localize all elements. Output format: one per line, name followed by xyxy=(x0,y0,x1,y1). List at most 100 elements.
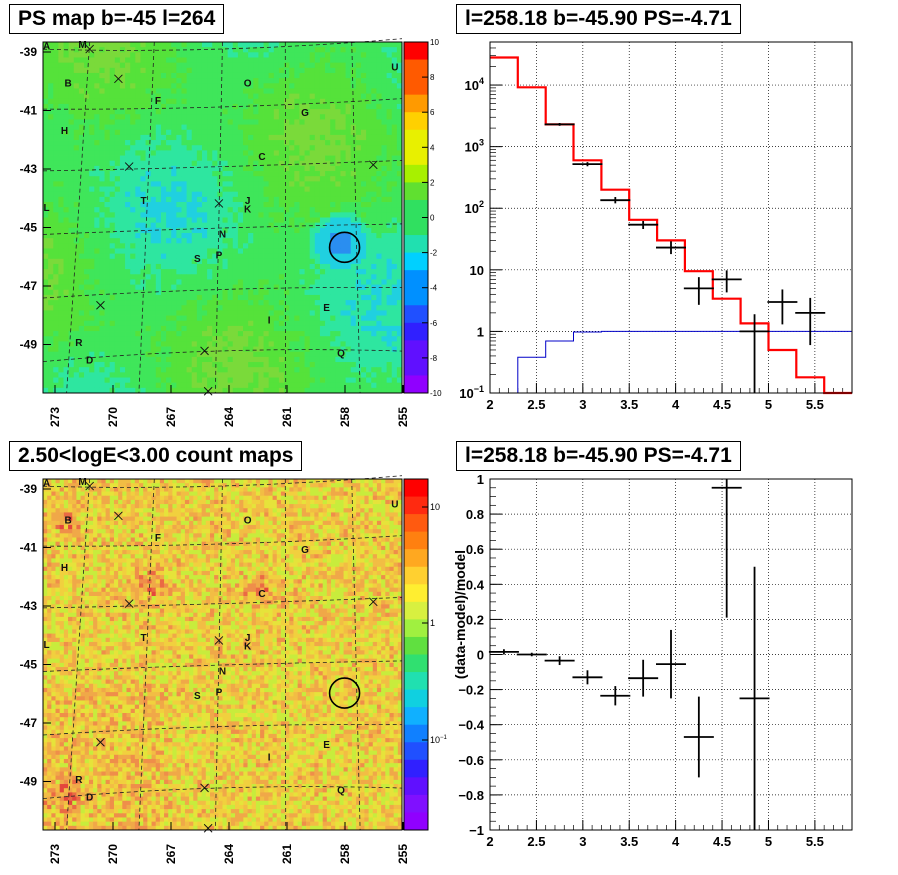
map-pixel xyxy=(309,202,316,208)
map-pixel xyxy=(299,88,305,95)
map-pixel xyxy=(176,72,182,79)
map-pixel xyxy=(366,88,372,95)
map-pixel xyxy=(125,232,131,239)
map-pixel xyxy=(330,196,336,203)
map-pixel xyxy=(340,62,346,69)
map-pixel xyxy=(325,52,331,58)
map-pixel xyxy=(263,341,270,347)
map-pixel xyxy=(53,78,59,84)
map-pixel xyxy=(278,372,285,378)
map-pixel xyxy=(237,160,244,167)
map-pixel xyxy=(376,289,382,296)
map-pixel xyxy=(335,181,341,187)
map-pixel xyxy=(381,232,388,239)
map-pixel xyxy=(186,88,193,95)
map-pixel xyxy=(248,78,254,84)
map-pixel xyxy=(135,119,141,125)
map-pixel xyxy=(119,145,126,151)
map-pixel xyxy=(273,248,280,255)
map-pixel xyxy=(237,150,244,156)
map-pixel xyxy=(360,258,367,265)
map-pixel xyxy=(243,212,249,218)
map-pixel xyxy=(114,145,121,151)
map-pixel xyxy=(330,217,336,224)
map-pixel xyxy=(145,93,152,100)
map-pixel xyxy=(94,196,100,203)
map-pixel xyxy=(84,310,90,316)
map-pixel xyxy=(248,134,254,141)
map-pixel xyxy=(258,320,264,327)
map-pixel xyxy=(160,134,167,141)
map-pixel xyxy=(330,341,336,347)
map-pixel xyxy=(207,93,213,100)
map-pixel xyxy=(191,372,198,378)
map-pixel xyxy=(53,42,59,48)
map-pixel xyxy=(68,238,75,244)
map-pixel xyxy=(243,67,249,74)
map-pixel xyxy=(345,387,352,394)
map-pixel xyxy=(125,57,131,64)
map-pixel xyxy=(181,42,187,48)
map-pixel xyxy=(155,305,162,311)
map-pixel xyxy=(319,305,326,311)
map-pixel xyxy=(63,155,70,162)
map-pixel xyxy=(99,305,105,311)
map-pixel xyxy=(140,57,146,64)
map-pixel xyxy=(304,202,311,208)
map-pixel xyxy=(109,356,116,363)
map-pixel xyxy=(314,238,321,244)
map-pixel xyxy=(222,145,229,151)
map-pixel xyxy=(319,155,326,162)
map-pixel xyxy=(196,387,203,394)
map-pixel xyxy=(243,315,249,322)
map-pixel xyxy=(232,248,239,255)
map-pixel xyxy=(114,42,121,48)
map-pixel xyxy=(232,269,239,275)
map-pixel xyxy=(319,119,326,125)
map-pixel xyxy=(109,98,116,105)
map-pixel xyxy=(78,93,85,100)
map-pixel xyxy=(48,351,54,358)
map-pixel xyxy=(201,227,208,234)
map-pixel xyxy=(53,93,59,100)
map-pixel xyxy=(84,171,90,177)
map-pixel xyxy=(176,372,182,378)
map-pixel xyxy=(258,248,264,255)
map-pixel xyxy=(207,227,213,234)
map-pixel xyxy=(258,181,264,187)
map-pixel xyxy=(155,160,162,167)
map-pixel xyxy=(73,83,80,89)
map-pixel xyxy=(253,72,259,79)
y-tick-label: 103 xyxy=(465,138,484,155)
map-pixel xyxy=(135,72,141,79)
map-pixel xyxy=(155,72,162,79)
map-pixel xyxy=(63,160,70,167)
map-pixel xyxy=(289,155,295,162)
map-pixel xyxy=(386,109,393,115)
map-pixel xyxy=(263,57,270,64)
map-pixel xyxy=(319,186,326,193)
map-pixel xyxy=(278,191,285,198)
map-pixel xyxy=(227,227,234,234)
map-pixel xyxy=(63,253,70,260)
map-pixel xyxy=(340,165,346,172)
map-pixel xyxy=(191,155,198,162)
map-pixel xyxy=(376,114,382,120)
map-pixel xyxy=(145,217,152,224)
map-pixel xyxy=(114,207,121,213)
map-pixel xyxy=(360,160,367,167)
map-pixel xyxy=(191,67,198,74)
map-pixel xyxy=(166,269,172,275)
map-pixel xyxy=(268,248,275,255)
map-pixel xyxy=(140,346,146,353)
source-cross-marker xyxy=(214,199,224,208)
map-pixel xyxy=(48,42,54,48)
map-pixel xyxy=(325,253,331,260)
map-pixel xyxy=(201,382,208,389)
map-pixel xyxy=(340,103,346,110)
map-pixel xyxy=(335,114,341,120)
map-pixel xyxy=(43,103,49,110)
map-pixel xyxy=(171,129,177,136)
map-pixel xyxy=(99,181,105,187)
